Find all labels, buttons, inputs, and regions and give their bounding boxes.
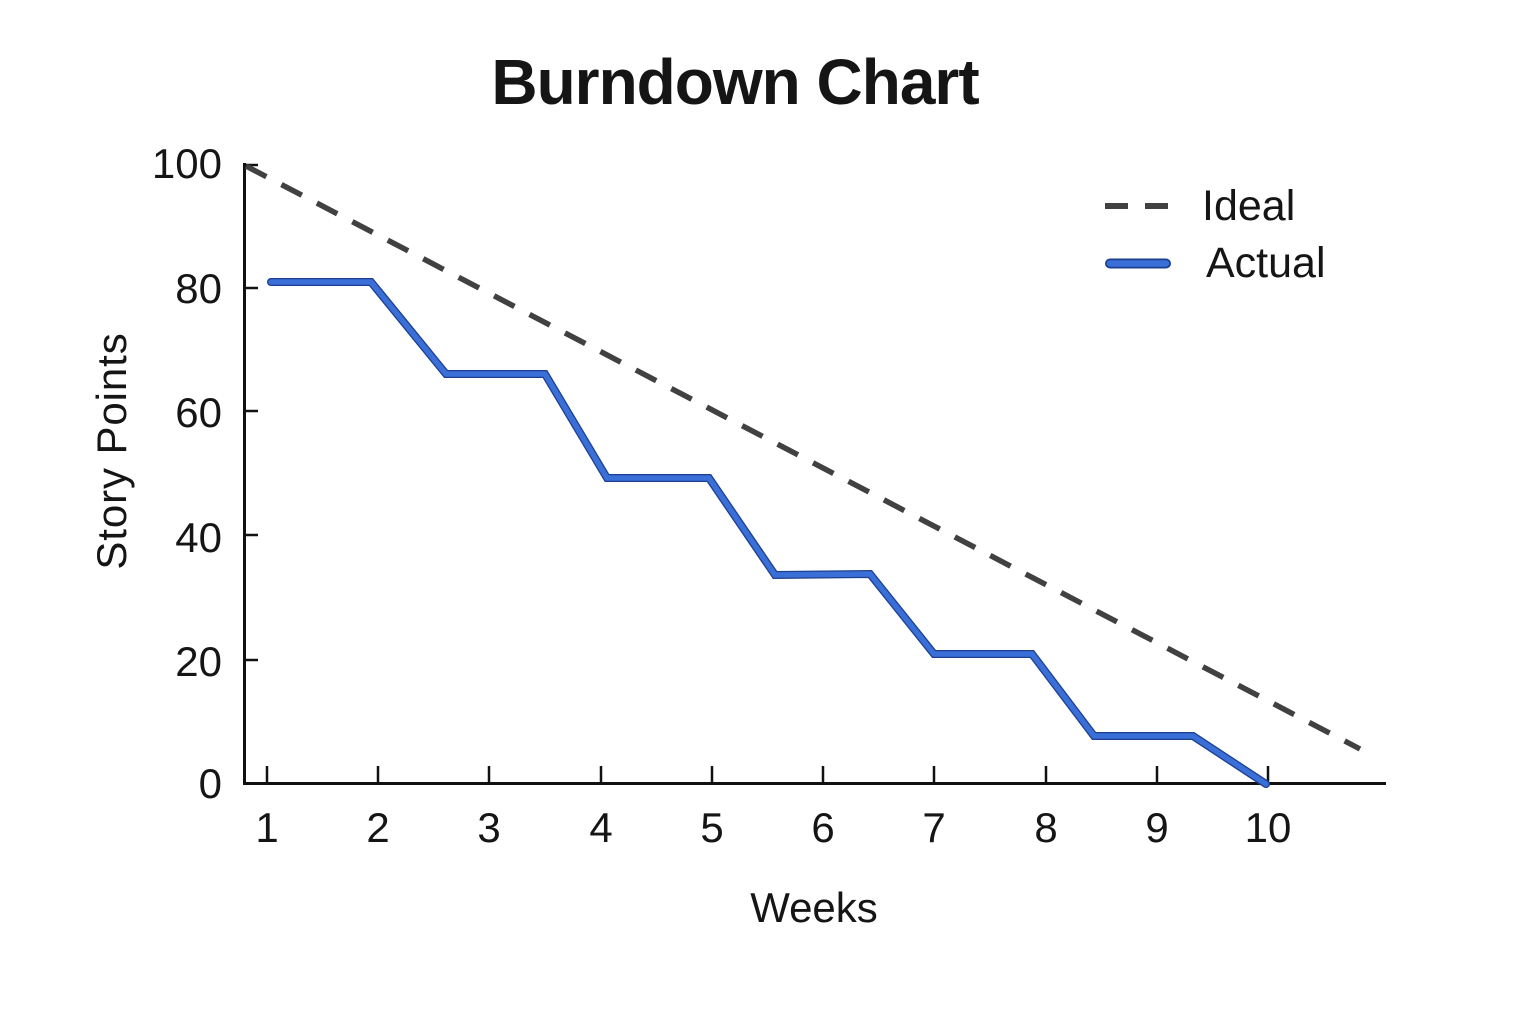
svg-text:6: 6 bbox=[811, 804, 834, 851]
svg-text:Actual: Actual bbox=[1206, 239, 1326, 287]
svg-text:40: 40 bbox=[175, 514, 222, 561]
svg-text:1: 1 bbox=[255, 804, 278, 851]
svg-text:20: 20 bbox=[175, 638, 222, 685]
svg-text:80: 80 bbox=[175, 265, 222, 312]
svg-text:Weeks: Weeks bbox=[750, 884, 878, 931]
svg-text:5: 5 bbox=[700, 804, 723, 851]
svg-text:Burndown Chart: Burndown Chart bbox=[491, 46, 979, 118]
svg-text:8: 8 bbox=[1034, 804, 1057, 851]
svg-text:0: 0 bbox=[199, 760, 222, 807]
svg-text:100: 100 bbox=[152, 140, 222, 187]
svg-text:7: 7 bbox=[922, 804, 945, 851]
svg-text:10: 10 bbox=[1245, 804, 1292, 851]
svg-text:60: 60 bbox=[175, 389, 222, 436]
svg-text:Story Points: Story Points bbox=[88, 332, 135, 569]
svg-text:4: 4 bbox=[589, 804, 612, 851]
svg-text:3: 3 bbox=[477, 804, 500, 851]
svg-text:9: 9 bbox=[1145, 804, 1168, 851]
svg-text:Ideal: Ideal bbox=[1202, 182, 1295, 230]
svg-text:2: 2 bbox=[366, 804, 389, 851]
